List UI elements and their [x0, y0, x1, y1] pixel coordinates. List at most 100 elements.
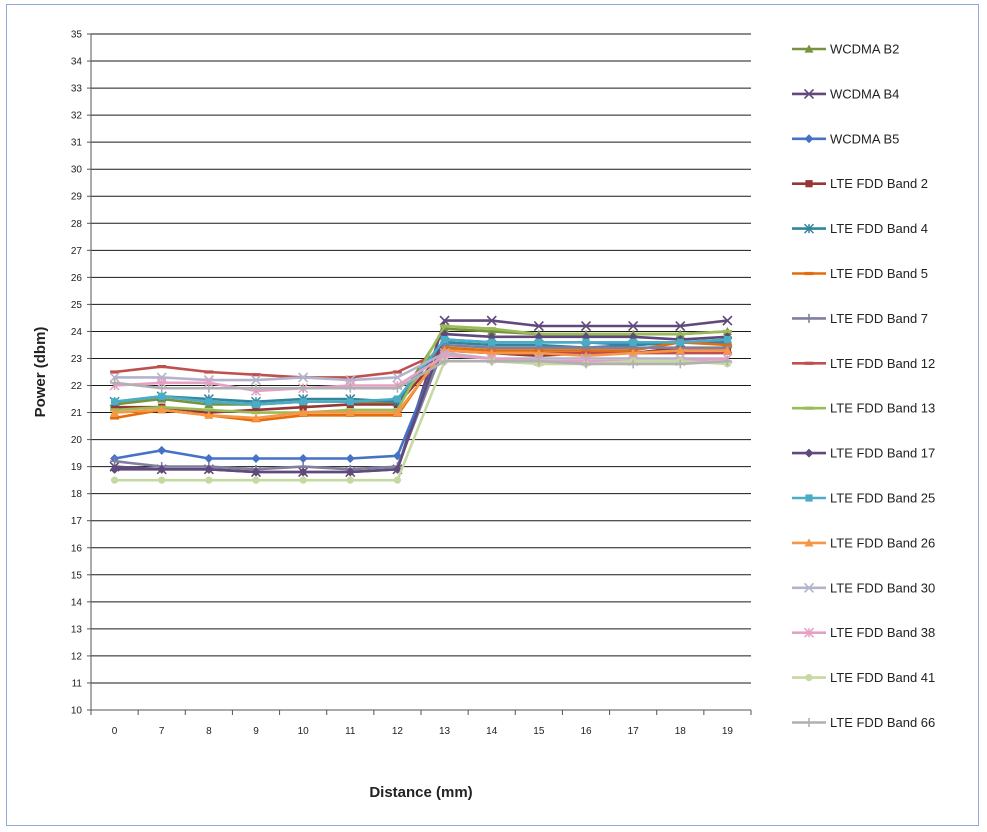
data-point — [110, 370, 120, 374]
legend-label: LTE FDD Band 25 — [830, 491, 935, 506]
data-point — [440, 356, 450, 366]
legend-label: LTE FDD Band 17 — [830, 446, 935, 461]
legend-item: LTE FDD Band 41 — [792, 670, 935, 685]
legend-marker — [805, 180, 813, 188]
legend-label: WCDMA B2 — [830, 42, 899, 57]
legend-marker — [804, 406, 814, 410]
legend-label: WCDMA B4 — [830, 86, 899, 101]
series-lines — [109, 315, 733, 484]
legend-label: LTE FDD Band 38 — [830, 625, 935, 640]
data-point — [299, 476, 307, 484]
data-point — [157, 405, 167, 414]
y-tick-label: 26 — [71, 273, 83, 284]
data-point — [157, 445, 167, 455]
data-point — [157, 383, 167, 393]
y-tick-label: 24 — [71, 327, 83, 338]
data-point — [440, 335, 449, 344]
y-tick-label: 21 — [71, 408, 83, 419]
legend-marker — [804, 718, 814, 727]
y-tick-label: 22 — [71, 381, 83, 392]
data-point — [251, 454, 261, 464]
data-point — [392, 408, 402, 417]
y-tick-label: 33 — [71, 84, 83, 95]
y-tick-label: 25 — [71, 300, 83, 311]
y-tick-label: 17 — [71, 516, 83, 527]
legend-item: LTE FDD Band 7 — [792, 311, 928, 326]
series-line — [114, 343, 728, 471]
data-point — [298, 467, 308, 477]
data-point — [251, 413, 261, 422]
y-tick-label: 10 — [71, 706, 83, 717]
y-tick-label: 16 — [71, 543, 83, 554]
legend-item: WCDMA B4 — [792, 86, 899, 101]
data-point — [252, 476, 260, 484]
data-point — [110, 476, 119, 484]
data-point — [298, 454, 308, 464]
x-tick-label: 13 — [439, 726, 451, 737]
y-tick-label: 34 — [71, 57, 83, 68]
data-point — [110, 456, 120, 466]
x-tick-label: 14 — [486, 726, 498, 737]
x-axis-title: Distance (mm) — [369, 784, 472, 801]
x-tick-label: 12 — [392, 726, 404, 737]
legend-label: LTE FDD Band 12 — [830, 356, 935, 371]
legend-label: LTE FDD Band 5 — [830, 266, 928, 281]
data-point — [392, 372, 403, 383]
data-point — [205, 398, 213, 406]
legend-label: LTE FDD Band 4 — [830, 221, 928, 236]
data-point — [581, 359, 591, 369]
legend-item: LTE FDD Band 13 — [792, 401, 935, 416]
data-point — [722, 345, 732, 354]
data-point — [110, 416, 120, 420]
data-point — [299, 398, 307, 406]
y-tick-label: 28 — [71, 219, 83, 230]
data-point — [676, 338, 684, 346]
x-tick-label: 10 — [298, 726, 310, 737]
x-tick-label: 0 — [112, 726, 118, 737]
legend-label: LTE FDD Band 2 — [830, 176, 928, 191]
data-point — [487, 348, 497, 357]
data-point — [675, 320, 686, 332]
legend-item: LTE FDD Band 66 — [792, 715, 935, 730]
legend-marker — [804, 134, 814, 144]
x-axis-ticks: 0 7 8 9 10 11 12 13 14 15 16 17 18 19 — [90, 710, 752, 737]
data-point — [487, 327, 497, 331]
y-tick-label: 20 — [71, 435, 83, 446]
series-line — [114, 359, 728, 482]
data-point — [534, 348, 544, 357]
data-point — [298, 408, 308, 417]
legend-label: LTE FDD Band 30 — [830, 580, 935, 595]
legend-label: WCDMA B5 — [830, 131, 899, 146]
data-point — [535, 338, 543, 346]
y-axis-title: Power (dbm) — [32, 327, 49, 418]
legend-item: LTE FDD Band 30 — [792, 580, 935, 595]
legend-marker — [804, 448, 814, 458]
x-tick-label: 8 — [206, 726, 212, 737]
data-point — [346, 398, 354, 406]
data-point — [675, 359, 685, 369]
legend-marker — [803, 582, 815, 593]
y-tick-label: 30 — [71, 165, 83, 176]
data-point — [722, 315, 733, 326]
chart-frame: 10 11 12 13 14 15 16 17 18 19 20 21 22 23 24 25 26 27 28 29… — [6, 4, 979, 826]
data-point — [345, 408, 355, 417]
legend-item: LTE FDD Band 5 — [792, 266, 928, 281]
data-point — [298, 372, 309, 383]
data-point — [582, 338, 590, 346]
data-point — [204, 464, 214, 474]
legend-marker — [804, 44, 814, 53]
y-tick-label: 29 — [71, 192, 83, 203]
legend-item: LTE FDD Band 4 — [792, 221, 928, 236]
data-point — [345, 383, 355, 393]
data-point — [628, 320, 639, 332]
data-point — [252, 400, 260, 409]
legend-label: LTE FDD Band 13 — [830, 401, 935, 416]
data-point — [439, 315, 450, 326]
data-point — [251, 410, 261, 415]
legend-label: LTE FDD Band 26 — [830, 535, 935, 550]
legend-item: WCDMA B2 — [792, 42, 899, 57]
x-tick-label: 19 — [722, 726, 734, 737]
data-point — [675, 332, 685, 336]
legend-marker — [805, 674, 813, 682]
data-point — [345, 454, 355, 464]
